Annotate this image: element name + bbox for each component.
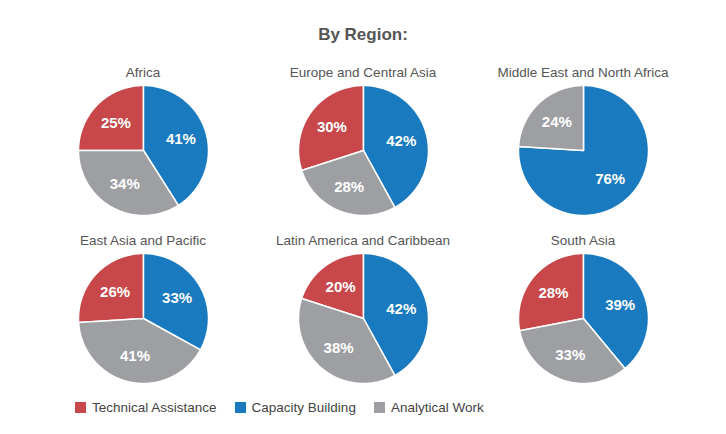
svg-text:24%: 24%	[542, 113, 572, 130]
svg-text:76%: 76%	[595, 170, 625, 187]
svg-text:34%: 34%	[110, 175, 140, 192]
svg-text:41%: 41%	[166, 130, 196, 147]
svg-text:33%: 33%	[555, 346, 585, 363]
html-text:Africa: Africa	[125, 65, 161, 80]
svg-text:28%: 28%	[538, 284, 568, 301]
svg-text:28%: 28%	[334, 178, 364, 195]
svg-text:33%: 33%	[162, 289, 192, 306]
svg-text:41%: 41%	[120, 347, 150, 364]
svg-text:42%: 42%	[386, 300, 416, 317]
svg-text:42%: 42%	[386, 132, 416, 149]
html-text:South Asia: South Asia	[550, 233, 616, 248]
html-text:Europe and Central Asia: Europe and Central Asia	[289, 65, 437, 80]
svg-text:38%: 38%	[324, 339, 354, 356]
html-text:Latin America and Caribbean: Latin America and Caribbean	[275, 233, 450, 248]
svg-text:25%: 25%	[101, 114, 131, 131]
html-text:East Asia and Pacific: East Asia and Pacific	[80, 233, 206, 248]
html-text:Capacity Building: Capacity Building	[251, 400, 356, 415]
html-text:Technical Assistance: Technical Assistance	[92, 400, 217, 415]
html-text:By Region:: By Region:	[318, 25, 408, 44]
svg-text:30%: 30%	[317, 118, 347, 135]
svg-text:26%: 26%	[100, 283, 130, 300]
svg-text:20%: 20%	[326, 278, 356, 295]
html-text:Analytical Work: Analytical Work	[390, 400, 484, 415]
svg-text:39%: 39%	[605, 296, 635, 313]
html-text:Middle East and North Africa: Middle East and North Africa	[497, 65, 669, 80]
